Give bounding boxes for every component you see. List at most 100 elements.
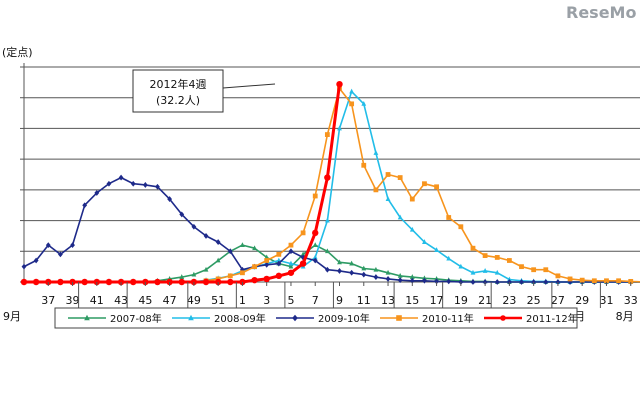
series-layer	[20, 81, 640, 286]
data-point	[288, 260, 294, 266]
data-point	[202, 278, 210, 286]
data-point	[57, 278, 64, 286]
data-point	[506, 276, 512, 282]
data-point	[154, 278, 161, 286]
data-point	[324, 248, 330, 254]
data-point	[312, 257, 318, 264]
data-point	[264, 261, 270, 268]
legend-marker	[188, 314, 194, 321]
data-point	[45, 242, 51, 249]
series-line	[24, 244, 640, 283]
grid-layer	[24, 66, 640, 252]
data-point	[579, 277, 585, 283]
data-point	[482, 253, 488, 258]
data-point	[324, 174, 331, 181]
data-point	[58, 251, 63, 258]
data-point	[33, 257, 39, 264]
data-point	[434, 276, 439, 281]
annotation-line2: (32.2人)	[156, 94, 200, 107]
x-tick-label: 37	[41, 294, 55, 307]
legend-marker	[84, 314, 90, 321]
data-point	[276, 257, 282, 263]
data-point	[240, 266, 245, 273]
data-point	[203, 266, 209, 272]
data-point	[349, 260, 355, 266]
legend-box	[54, 307, 578, 329]
data-point	[70, 242, 75, 249]
x-tick-label: 15	[405, 294, 419, 307]
data-point	[263, 275, 270, 283]
legend-label: 2008-09年	[214, 312, 266, 325]
data-point	[361, 162, 367, 168]
x-tick-label: 19	[454, 294, 468, 307]
data-point	[21, 263, 27, 270]
series-2009-10年	[21, 174, 640, 285]
data-point	[178, 278, 185, 286]
data-point	[118, 174, 124, 181]
data-point	[397, 175, 403, 180]
x-tick-label: 1	[239, 294, 246, 307]
data-point	[361, 100, 367, 106]
data-point	[349, 101, 355, 107]
data-point	[349, 88, 355, 94]
data-point	[458, 263, 464, 269]
data-point	[409, 274, 415, 279]
data-point	[288, 248, 294, 255]
data-point	[373, 150, 379, 155]
x-tick-label: 9	[336, 294, 343, 307]
data-point	[385, 269, 391, 275]
data-point	[32, 278, 40, 286]
data-point	[422, 277, 427, 284]
data-point	[470, 279, 476, 285]
data-point	[130, 180, 136, 187]
data-point	[336, 81, 343, 88]
data-point	[628, 278, 634, 284]
data-point	[409, 196, 415, 202]
data-point	[215, 239, 221, 245]
data-point	[312, 242, 318, 248]
data-point	[191, 271, 197, 277]
data-point	[179, 211, 185, 218]
data-point	[494, 269, 500, 275]
data-point	[373, 266, 379, 272]
data-point	[567, 276, 573, 282]
data-point	[397, 214, 403, 220]
data-point	[446, 278, 452, 285]
x-tick-label: 21	[478, 294, 492, 307]
x-tick-label: 39	[66, 294, 80, 307]
data-point	[531, 267, 537, 273]
data-point	[543, 267, 549, 273]
x-tick-label: 5	[287, 294, 294, 307]
legend-label: 2011-12年	[526, 312, 578, 325]
data-point	[324, 266, 330, 273]
x-tick-label: 25	[527, 294, 541, 307]
data-point	[106, 180, 112, 187]
data-point	[299, 260, 307, 267]
data-point	[251, 276, 258, 284]
data-point	[105, 278, 113, 286]
data-point	[264, 258, 270, 263]
data-point	[240, 242, 245, 248]
x-tick-label: 17	[430, 294, 444, 307]
data-point	[142, 182, 148, 188]
data-point	[276, 251, 282, 257]
data-point	[288, 263, 294, 269]
x-tick-label: 29	[575, 294, 589, 307]
x-tick-label: 45	[138, 294, 152, 307]
data-point	[252, 245, 257, 251]
data-point	[494, 255, 500, 260]
data-point	[506, 258, 512, 263]
legend-marker	[292, 314, 298, 322]
legend: 2007-08年 2008-09年 2009-10年 2010-11年 2011-12年	[54, 307, 578, 329]
data-point	[20, 278, 28, 286]
data-point	[409, 226, 415, 232]
data-point	[470, 245, 476, 251]
x-tick-label: 31	[599, 294, 613, 307]
x-tick-label: 49	[187, 294, 201, 307]
month-label: 9月	[3, 310, 21, 323]
x-tick-label: 47	[163, 294, 177, 307]
data-point	[287, 269, 295, 276]
data-point	[324, 217, 330, 223]
